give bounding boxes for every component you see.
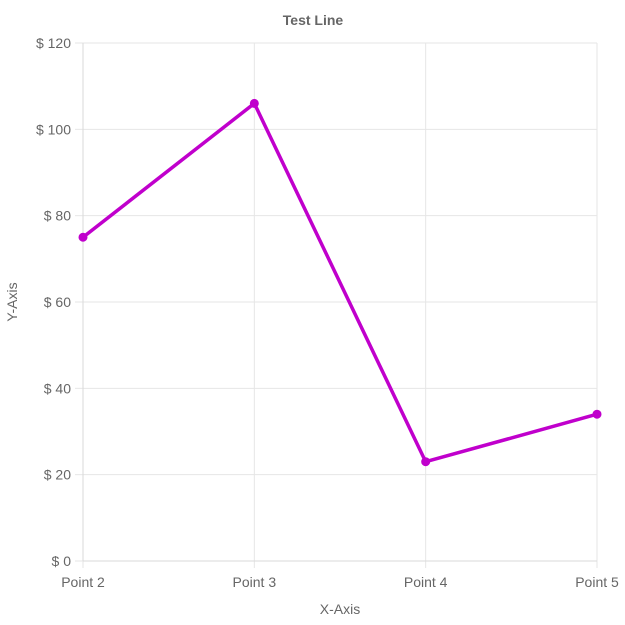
y-tick-label: $ 0 <box>52 553 72 569</box>
x-axis-title: X-Axis <box>320 601 360 617</box>
data-point[interactable] <box>78 232 88 242</box>
y-tick-label: $ 20 <box>44 467 71 483</box>
data-point[interactable] <box>592 409 602 419</box>
axes <box>82 43 597 562</box>
y-tick-label: $ 100 <box>36 121 71 137</box>
x-tick-label: Point 3 <box>233 574 277 590</box>
series-line <box>81 101 599 464</box>
y-axis-title: Y-Axis <box>4 282 20 321</box>
y-tick-label: $ 120 <box>36 35 71 51</box>
y-tick-label: $ 40 <box>44 380 71 396</box>
series <box>78 98 602 467</box>
data-point[interactable] <box>421 457 431 467</box>
chart-title: Test Line <box>283 12 344 28</box>
x-tick-labels: Point 2 Point 3 Point 4 Point 5 <box>61 574 619 590</box>
x-tick-label: Point 4 <box>404 574 448 590</box>
y-tick-label: $ 80 <box>44 208 71 224</box>
x-tick-label: Point 5 <box>575 574 619 590</box>
y-tick-labels: $ 0 $ 20 $ 40 $ 60 $ 80 $ 100 $ 120 <box>36 35 71 569</box>
y-tick-label: $ 60 <box>44 294 71 310</box>
data-point[interactable] <box>249 98 259 108</box>
grid <box>75 42 598 568</box>
x-tick-label: Point 2 <box>61 574 105 590</box>
